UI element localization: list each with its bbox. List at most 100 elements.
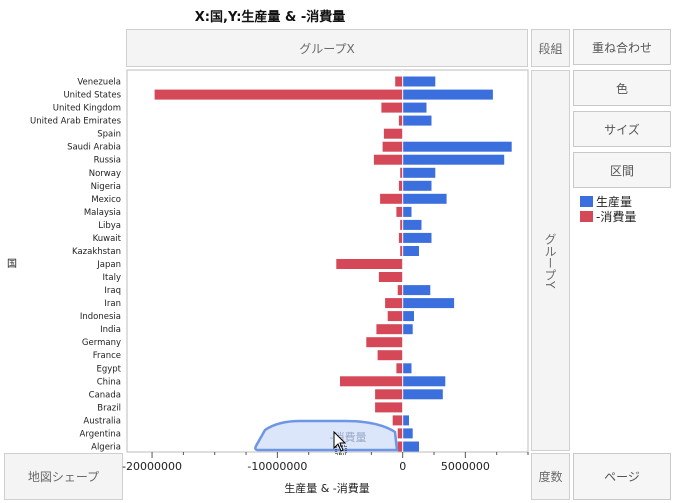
category-label: Germany (82, 338, 121, 348)
bar-production-egypt[interactable] (402, 363, 412, 374)
bar-production-united-arab-emirates[interactable] (402, 115, 432, 126)
bar-production-saudi-arabia[interactable] (402, 141, 512, 152)
overlay-zone[interactable]: 重ね合わせ (573, 29, 671, 65)
plot-area (126, 69, 529, 453)
category-label: Libya (98, 221, 121, 231)
bar-production-china[interactable] (402, 376, 446, 387)
color-zone[interactable]: 色 (573, 70, 671, 106)
bar-production-united-states[interactable] (402, 89, 493, 100)
bar-consumption-mexico[interactable] (380, 193, 403, 204)
bar-consumption-spain[interactable] (383, 128, 403, 139)
size-label: サイズ (604, 122, 640, 137)
legend-item-consumption[interactable]: -消費量 (580, 208, 636, 225)
bar-production-india[interactable] (402, 324, 413, 335)
bar-consumption-argentina[interactable] (397, 428, 403, 439)
group-x-zone[interactable]: グループX (126, 29, 528, 67)
category-label: Mexico (91, 195, 121, 205)
group-y-label: グループY (543, 232, 557, 289)
category-label: Norway (89, 169, 121, 179)
page-zone[interactable]: ページ (573, 453, 671, 500)
drag-copy-icon (335, 445, 347, 455)
x-tick-label: 0 (399, 460, 406, 473)
category-label: Brazil (97, 403, 121, 413)
bar-production-kuwait[interactable] (402, 232, 432, 243)
bar-production-iraq[interactable] (402, 285, 431, 296)
wrap-zone[interactable]: 段組 (531, 29, 570, 67)
bar-consumption-algeria[interactable] (397, 441, 403, 452)
bar-consumption-japan[interactable] (336, 259, 403, 269)
bar-production-algeria[interactable] (402, 441, 419, 452)
overlay-label: 重ね合わせ (591, 40, 652, 55)
freq-zone[interactable]: 度数 (531, 453, 570, 500)
page-label: ページ (604, 470, 640, 484)
category-label: Japan (96, 260, 121, 270)
bar-consumption-canada[interactable] (375, 389, 403, 400)
category-label: Canada (89, 390, 121, 400)
category-label: Indonesia (80, 312, 121, 322)
bar-production-venezuela[interactable] (402, 76, 436, 87)
bar-production-iran[interactable] (402, 298, 455, 309)
bar-consumption-united-arab-emirates[interactable] (398, 115, 403, 126)
bar-consumption-italy[interactable] (378, 272, 403, 282)
bar-production-argentina[interactable] (402, 428, 413, 439)
category-label: Spain (97, 130, 121, 140)
category-label: China (97, 377, 121, 387)
bar-consumption-united-states[interactable] (154, 89, 403, 100)
bar-consumption-iraq[interactable] (397, 285, 403, 296)
map-shape-zone[interactable]: 地図シェープ (4, 453, 123, 500)
category-label: Iran (104, 299, 121, 309)
x-axis-label: 生産量 & -消費量 (284, 482, 370, 495)
legend-label-consumption: -消費量 (596, 210, 637, 224)
drag-ghost-shape (254, 419, 399, 452)
group-y-zone[interactable]: グループY (531, 70, 570, 451)
bar-production-russia[interactable] (402, 154, 505, 165)
bar-consumption-malaysia[interactable] (396, 206, 403, 217)
bar-consumption-russia[interactable] (373, 154, 403, 165)
bar-consumption-australia[interactable] (392, 415, 403, 426)
category-label: United Kingdom (53, 104, 121, 114)
freq-label: 度数 (538, 470, 563, 484)
category-label: Kuwait (93, 234, 122, 244)
bar-consumption-saudi-arabia[interactable] (382, 141, 403, 152)
category-label: United Arab Emirates (30, 117, 122, 127)
bar-production-indonesia[interactable] (402, 311, 414, 322)
legend-label-production: 生産量 (596, 195, 633, 209)
bar-consumption-brazil[interactable] (375, 402, 403, 413)
chart-title: X:国,Y:生産量 & -消費量 (194, 10, 346, 25)
bar-production-canada[interactable] (402, 389, 443, 400)
bar-consumption-venezuela[interactable] (395, 76, 403, 87)
bar-consumption-china[interactable] (340, 376, 403, 387)
wrap-label: 段組 (538, 41, 563, 56)
category-label: Venezuela (77, 78, 121, 88)
bar-production-united-kingdom[interactable] (402, 102, 427, 113)
category-label: Iraq (104, 286, 121, 296)
bar-production-libya[interactable] (402, 219, 422, 230)
bar-production-kazakhstan[interactable] (402, 246, 419, 256)
group-x-label: グループX (299, 41, 355, 56)
bar-production-mexico[interactable] (402, 193, 447, 204)
category-label: Australia (83, 416, 121, 426)
bar-consumption-germany[interactable] (366, 337, 403, 348)
bar-consumption-norway[interactable] (400, 167, 403, 178)
bar-consumption-kuwait[interactable] (398, 232, 403, 243)
bar-production-norway[interactable] (402, 167, 436, 178)
bar-consumption-nigeria[interactable] (398, 180, 403, 191)
bar-consumption-libya[interactable] (400, 219, 403, 230)
bar-consumption-egypt[interactable] (396, 363, 403, 374)
bar-consumption-india[interactable] (376, 324, 403, 335)
interval-label: 区間 (609, 163, 634, 178)
bar-consumption-united-kingdom[interactable] (381, 102, 403, 113)
legend-item-production[interactable]: 生産量 (580, 193, 632, 210)
bar-production-malaysia[interactable] (402, 206, 412, 217)
interval-zone[interactable]: 区間 (573, 152, 671, 188)
bar-production-australia[interactable] (402, 415, 409, 426)
size-zone[interactable]: サイズ (573, 111, 671, 147)
bar-consumption-france[interactable] (377, 350, 403, 361)
legend-swatch-consumption (580, 211, 593, 222)
category-label: Nigeria (91, 182, 121, 192)
bar-consumption-indonesia[interactable] (387, 311, 403, 322)
bar-production-nigeria[interactable] (402, 180, 432, 191)
bar-consumption-iran[interactable] (385, 298, 403, 309)
bar-consumption-kazakhstan[interactable] (400, 246, 403, 256)
